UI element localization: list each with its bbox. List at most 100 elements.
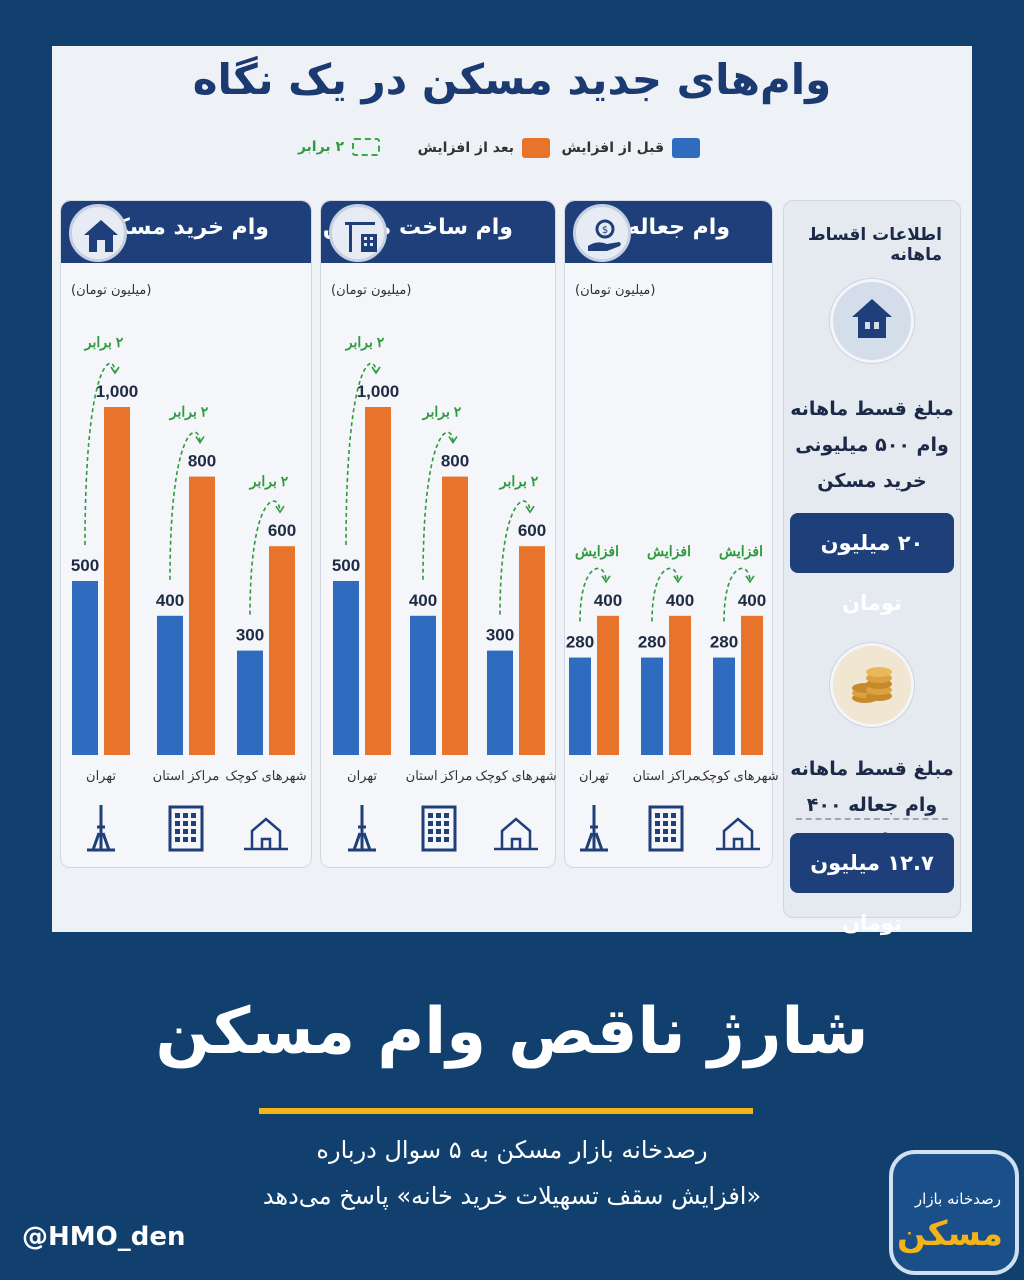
growth-arrowhead [525, 505, 535, 514]
house-icon [69, 204, 127, 262]
office-building-icon [648, 805, 684, 852]
panel-renovation-title: وام جعاله [626, 215, 730, 240]
panel-purchase-loan: وام خرید مسکن (میلیون تومان) [60, 200, 312, 868]
bar-before [237, 650, 263, 755]
logo-big-text: مسکن [896, 1214, 1003, 1254]
info-item1-line2: وام ۵۰۰ میلیونی [795, 434, 949, 456]
bar-after [365, 407, 391, 755]
growth-annotation: ۲ برابر [84, 334, 124, 351]
info-item1-text: مبلغ قسط ماهانه وام ۵۰۰ میلیونی خرید مسک… [784, 391, 960, 499]
growth-annotation: ۲ برابر [249, 473, 289, 490]
bar-before [157, 615, 183, 755]
growth-arrow [723, 567, 751, 622]
brand-logo: رصدخانه بازار مسکن [889, 1150, 1019, 1275]
bar-before [713, 657, 735, 755]
growth-arrow [579, 567, 607, 622]
growth-arrowhead [275, 505, 285, 514]
milad-tower-icon [580, 805, 608, 852]
village-houses-icon [244, 817, 288, 851]
milad-tower-icon [87, 805, 115, 852]
legend: قبل از افزایش بعد از افزایش ۲ برابر [280, 138, 700, 166]
bar-after [442, 476, 468, 755]
growth-arrowhead [110, 366, 120, 375]
value-label-after: 400 [738, 591, 766, 610]
village-houses-icon [494, 817, 538, 851]
bar-before [569, 657, 591, 755]
infographic-title: وام‌های جدید مسکن در یک نگاه [192, 55, 832, 104]
bar-after [597, 615, 619, 755]
panel-purchase-unit: (میلیون تومان) [71, 283, 152, 298]
headline-underline [259, 1108, 753, 1114]
growth-annotation: افزایش [575, 543, 619, 560]
value-label-after: 600 [518, 521, 546, 540]
panel-renovation-header: وام جعاله $ [565, 201, 772, 263]
installment-info: اطلاعات اقساط ماهانه مبلغ قسط ماهانه وام… [783, 200, 961, 935]
value-label-after: 400 [594, 591, 622, 610]
info-item2-value: ۱۲.۷ میلیون تومان [790, 833, 954, 935]
panel-purchase-header: وام خرید مسکن [61, 201, 311, 263]
category-label: شهرهای کوچک [697, 768, 778, 784]
info-divider [796, 818, 948, 820]
category-label: شهرهای کوچک [225, 768, 306, 784]
category-label: تهران [579, 768, 609, 784]
value-label-before: 300 [486, 626, 514, 645]
legend-before-swatch [672, 138, 700, 158]
legend-before-label: قبل از افزایش [561, 140, 664, 156]
growth-annotation: ۲ برابر [499, 473, 539, 490]
growth-arrow [84, 362, 116, 546]
growth-arrowhead [673, 575, 683, 584]
legend-after-label: بعد از افزایش [417, 140, 514, 156]
bar-before [410, 615, 436, 755]
panel-renovation-unit: (میلیون تومان) [575, 283, 656, 298]
hand-coin-icon: $ [573, 204, 631, 262]
growth-arrowhead [601, 575, 611, 584]
panel-construction-header: وام ساخت مسکن [321, 201, 555, 263]
category-label: تهران [86, 768, 116, 784]
house-icon [830, 279, 914, 363]
growth-arrowhead [745, 575, 755, 584]
info-title: اطلاعات اقساط ماهانه [807, 225, 942, 265]
social-handle: @HMO_den [22, 1222, 186, 1252]
growth-annotation: ۲ برابر [422, 404, 462, 421]
growth-annotation: افزایش [647, 543, 691, 560]
bar-after [519, 546, 545, 755]
bar-before [72, 581, 98, 755]
value-label-before: 300 [236, 626, 264, 645]
growth-arrow [499, 500, 531, 615]
village-houses-icon [716, 817, 760, 851]
legend-after-swatch [522, 138, 550, 158]
info-item1-value: ۲۰ میلیون تومان [790, 513, 954, 615]
growth-arrowhead [448, 436, 458, 445]
bar-after [189, 476, 215, 755]
growth-arrowhead [371, 366, 381, 375]
bar-after [104, 407, 130, 755]
crane-building-icon [329, 204, 387, 262]
coins-icon [830, 643, 914, 727]
category-label: مراکز استان [633, 768, 700, 784]
bar-after [741, 615, 763, 755]
legend-double-label: ۲ برابر [297, 139, 344, 155]
office-building-icon [421, 805, 457, 852]
growth-arrow [249, 500, 281, 615]
value-label-after: 800 [188, 452, 216, 471]
info-item1-line3: خرید مسکن [817, 470, 927, 492]
growth-arrow [345, 362, 377, 546]
value-label-before: 500 [71, 556, 99, 575]
bar-before [641, 657, 663, 755]
category-label: شهرهای کوچک [475, 768, 556, 784]
value-label-before: 280 [710, 633, 738, 652]
bar-after [669, 615, 691, 755]
panel-renovation-loan: وام جعاله $ (میلیون تومان) [564, 200, 773, 868]
subtitle-line1: رصدخانه بازار مسکن به ۵ سوال درباره [316, 1136, 708, 1164]
bar-before [333, 581, 359, 755]
office-building-icon [168, 805, 204, 852]
headline: شارژ ناقص وام مسکن [155, 995, 869, 1069]
info-item2-line1: مبلغ قسط ماهانه [790, 758, 954, 780]
value-label-before: 400 [409, 591, 437, 610]
growth-annotation: ۲ برابر [169, 404, 209, 421]
value-label-after: 600 [268, 521, 296, 540]
info-item1-line1: مبلغ قسط ماهانه [790, 398, 954, 420]
svg-text:$: $ [602, 225, 608, 236]
bar-before [487, 650, 513, 755]
